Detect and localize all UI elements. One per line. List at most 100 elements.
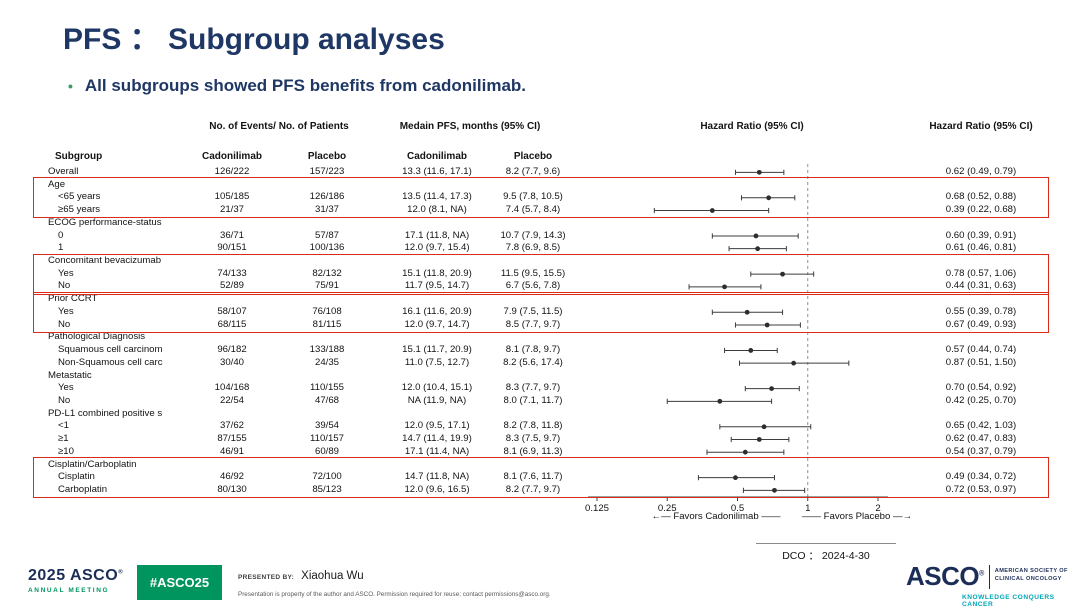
cell-mpfs-cadonilimab: 12.0 (9.5, 17.1) xyxy=(404,420,470,432)
cell-events-placebo: 85/123 xyxy=(312,484,342,495)
header-subgroup: Subgroup xyxy=(55,151,103,162)
cell-hr-ci: 0.70 (0.54, 0.92) xyxy=(945,382,1017,394)
table-row: No 68/115 81/115 12.0 (9.7, 14.7) 8.5 (7.7, … xyxy=(0,319,1080,332)
row-label: Yes xyxy=(58,382,74,394)
favors-cadonilimab-label: ←— Favors Cadonilimab —— xyxy=(651,511,781,522)
header-mpfs-cadonilimab: Cadonilimab xyxy=(406,151,468,162)
cell-mpfs-cadonilimab: 14.7 (11.8, NA) xyxy=(404,471,470,483)
table-row: Prior CCRT xyxy=(0,293,1080,306)
cell-mpfs-cadonilimab: 11.7 (9.5, 14.7) xyxy=(404,280,470,292)
row-label: No xyxy=(58,394,71,406)
row-label: PD-L1 combined positive s xyxy=(48,407,163,419)
cell-events-placebo: 157/223 xyxy=(309,166,345,177)
cell-mpfs-placebo: 8.0 (7.1, 11.7) xyxy=(503,394,563,406)
cell-mpfs-placebo: 11.5 (9.5, 15.5) xyxy=(500,267,566,279)
cell-events-cadonilimab: 87/155 xyxy=(217,433,247,445)
cell-mpfs-placebo: 8.2 (5.6, 17.4) xyxy=(503,356,563,368)
row-label: Prior CCRT xyxy=(48,293,98,305)
asco-2025-logo-line1: 2025 ASCO® xyxy=(28,567,123,585)
row-label: Carboplatin xyxy=(58,484,108,495)
asco-logo-block: ASCO® AMERICAN SOCIETY OF CLINICAL ONCOL… xyxy=(906,563,1068,589)
cell-mpfs-placebo: 8.1 (6.9, 11.3) xyxy=(503,445,563,457)
society-name: AMERICAN SOCIETY OF CLINICAL ONCOLOGY xyxy=(995,563,1068,584)
cell-mpfs-cadonilimab: 12.0 (9.6, 16.5) xyxy=(404,484,470,495)
logo-divider xyxy=(988,565,990,589)
row-label: Age xyxy=(48,178,66,190)
cell-hr-ci: 0.62 (0.47, 0.83) xyxy=(945,433,1017,445)
row-label: No xyxy=(58,318,71,330)
cell-hr-ci: 0.61 (0.46, 0.81) xyxy=(945,242,1017,254)
table-row: Age xyxy=(0,179,1080,192)
cell-events-cadonilimab: 30/40 xyxy=(219,356,245,368)
presented-by-block: PRESENTED BY: Xiaohua Wu xyxy=(238,570,364,582)
cell-mpfs-placebo: 8.3 (7.7, 9.7) xyxy=(505,382,561,394)
cell-events-cadonilimab: 80/130 xyxy=(217,484,247,495)
cell-events-cadonilimab: 74/133 xyxy=(217,267,247,279)
table-row: Squamous cell carcinom 96/182 133/188 15.1 … xyxy=(0,344,1080,357)
table-row: 0 36/71 57/87 17.1 (11.8, NA) 10.7 (7.9, 14.… xyxy=(0,230,1080,243)
cell-events-cadonilimab: 68/115 xyxy=(217,318,247,330)
table-row: PD-L1 combined positive s xyxy=(0,408,1080,421)
cell-hr-ci: 0.57 (0.44, 0.74) xyxy=(945,344,1017,356)
cell-hr-ci: 0.42 (0.25, 0.70) xyxy=(945,394,1017,406)
cell-events-placebo: 57/87 xyxy=(314,229,340,241)
cell-hr-ci: 0.78 (0.57, 1.06) xyxy=(945,267,1017,279)
cell-hr-ci: 0.55 (0.39, 0.78) xyxy=(945,305,1017,317)
row-label: ≥10 xyxy=(58,445,74,457)
asco-2025-logo: 2025 ASCO® ANNUAL MEETING xyxy=(28,567,123,594)
cell-mpfs-placebo: 8.2 (7.8, 11.8) xyxy=(503,420,563,432)
header-events-placebo: Placebo xyxy=(307,151,347,162)
registered-mark-icon: ® xyxy=(118,569,124,576)
key-finding-text: All subgroups showed PFS benefits from c… xyxy=(84,76,527,95)
society-line2: CLINICAL ONCOLOGY xyxy=(994,576,1062,583)
cell-mpfs-placebo: 7.8 (6.9, 8.5) xyxy=(505,242,561,254)
header-hazard-ratio-plot: Hazard Ratio (95% CI) xyxy=(700,121,804,132)
table-row: No 52/89 75/91 11.7 (9.5, 14.7) 6.7 (5.6, 7.… xyxy=(0,280,1080,293)
cell-events-cadonilimab: 37/62 xyxy=(219,420,245,432)
axis-tick-label: 0.5 xyxy=(730,503,745,514)
row-label: Pathological Diagnosis xyxy=(48,331,146,343)
header-events-cadonilimab: Cadonilimab xyxy=(201,151,263,162)
dco-label: DCO ： 2024-4-30 xyxy=(756,543,896,563)
row-label: Metastatic xyxy=(48,369,92,381)
row-label: <65 years xyxy=(58,191,101,203)
header-mpfs-group: Medain PFS, months (95% CI) xyxy=(399,121,541,132)
cell-mpfs-cadonilimab: 12.0 (8.1, NA) xyxy=(407,204,467,216)
cell-mpfs-placebo: 8.3 (7.5, 9.7) xyxy=(505,433,561,445)
row-label: ≥65 years xyxy=(58,204,101,216)
cell-events-placebo: 72/100 xyxy=(312,471,342,483)
cell-events-cadonilimab: 96/182 xyxy=(217,344,247,356)
cell-hr-ci: 0.44 (0.31, 0.63) xyxy=(945,280,1017,292)
table-row: Metastatic xyxy=(0,370,1080,383)
cell-events-placebo: 81/115 xyxy=(312,318,342,330)
cell-events-cadonilimab: 104/168 xyxy=(214,382,250,394)
table-row: ≥10 46/91 60/89 17.1 (11.4, NA) 8.1 (6.9, 11… xyxy=(0,446,1080,459)
table-row: Non-Squamous cell carc 30/40 24/35 11.0 (7.… xyxy=(0,357,1080,370)
cell-mpfs-placebo: 9.5 (7.8, 10.5) xyxy=(503,191,563,203)
row-label: Non-Squamous cell carc xyxy=(58,356,163,368)
table-row: ≥65 years 21/37 31/37 12.0 (8.1, NA) 7.4 (5.… xyxy=(0,204,1080,217)
cell-mpfs-placebo: 8.2 (7.7, 9.6) xyxy=(505,166,561,177)
table-row: Cisplatin/Carboplatin xyxy=(0,459,1080,472)
header-events-group: No. of Events/ No. of Patients xyxy=(209,121,349,132)
table-row: No 22/54 47/68 NA (11.9, NA) 8.0 (7.1, 11.7)… xyxy=(0,395,1080,408)
cell-events-cadonilimab: 52/89 xyxy=(219,280,245,292)
cell-mpfs-placebo: 8.2 (7.7, 9.7) xyxy=(505,484,561,495)
row-label: Yes xyxy=(58,267,74,279)
cell-mpfs-cadonilimab: 11.0 (7.5, 12.7) xyxy=(404,356,470,368)
cell-hr-ci: 0.54 (0.37, 0.79) xyxy=(945,445,1017,457)
cell-hr-ci: 0.67 (0.49, 0.93) xyxy=(945,318,1017,330)
table-row: Overall 126/222 157/223 13.3 (11.6, 17.1) 8.… xyxy=(0,166,1080,179)
row-label: No xyxy=(58,280,71,292)
table-row: Concomitant bevacizumab xyxy=(0,255,1080,268)
cell-mpfs-cadonilimab: 15.1 (11.7, 20.9) xyxy=(402,344,472,356)
cell-events-cadonilimab: 46/91 xyxy=(219,445,245,457)
axis-tick-label: 2 xyxy=(875,503,881,514)
presenter-name: Xiaohua Wu xyxy=(301,570,364,582)
cell-events-placebo: 39/54 xyxy=(314,420,340,432)
cell-mpfs-placebo: 8.1 (7.8, 9.7) xyxy=(505,344,561,356)
cell-events-placebo: 110/157 xyxy=(310,433,344,445)
axis-tick-label: 0.25 xyxy=(657,503,677,514)
cell-events-cadonilimab: 46/92 xyxy=(219,471,245,483)
cell-events-cadonilimab: 90/151 xyxy=(217,242,247,254)
